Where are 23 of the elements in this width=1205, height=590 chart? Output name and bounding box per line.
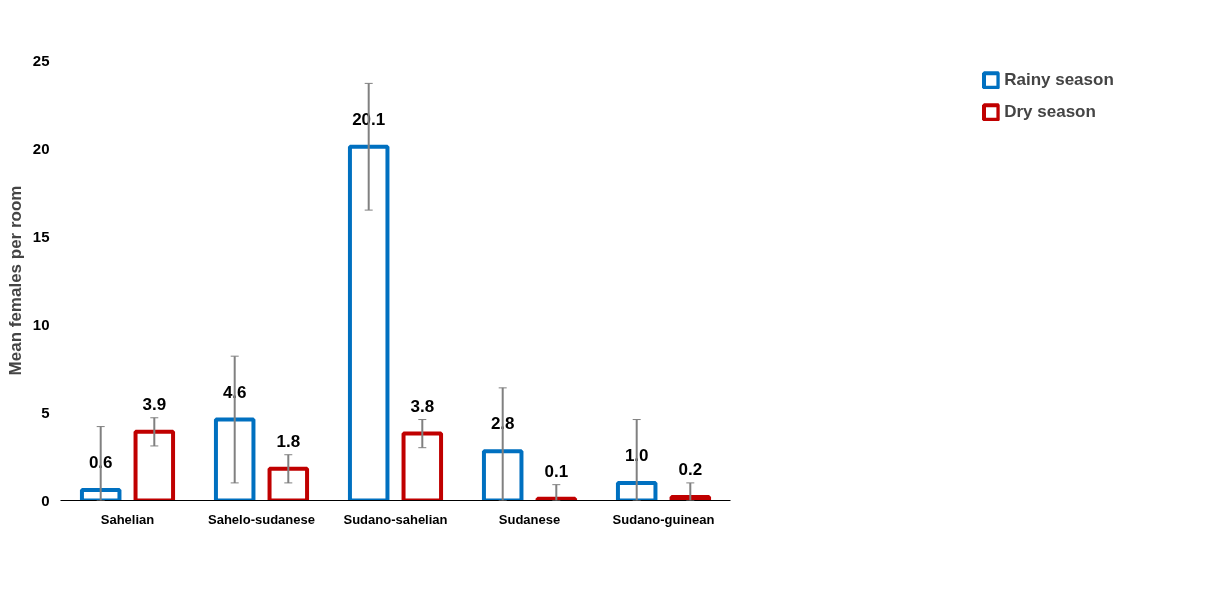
data-label: 3.9 [142, 394, 167, 414]
x-tick-label: Sudanese [498, 511, 561, 527]
data-label: 3.8 [410, 396, 435, 416]
y-tick-label: 15 [32, 227, 50, 245]
legend-label: Dry season [1004, 102, 1096, 122]
data-label: 1.8 [276, 431, 301, 451]
data-label: 2.8 [490, 414, 515, 434]
data-label: 0.1 [544, 461, 569, 481]
x-tick-label: Sudano-guinean [612, 511, 715, 527]
y-tick-label: 0 [41, 491, 50, 509]
data-label: 4.6 [222, 382, 247, 402]
x-tick-label: Sudano-sahelian [343, 511, 448, 527]
x-tick-label: Sahelian [100, 511, 155, 527]
y-tick-label: 25 [32, 51, 50, 69]
x-tick-label: Sahelo-sudanese [208, 511, 315, 527]
y-axis-title: Mean females per room [5, 185, 25, 376]
y-tick-label: 20 [32, 139, 50, 157]
y-tick-label: 10 [32, 315, 50, 333]
legend-label: Rainy season [1004, 70, 1114, 90]
y-tick-label: 5 [41, 403, 50, 421]
data-label: 1.0 [624, 445, 649, 465]
data-label: 0.6 [88, 452, 113, 472]
data-label: 0.2 [678, 459, 703, 479]
